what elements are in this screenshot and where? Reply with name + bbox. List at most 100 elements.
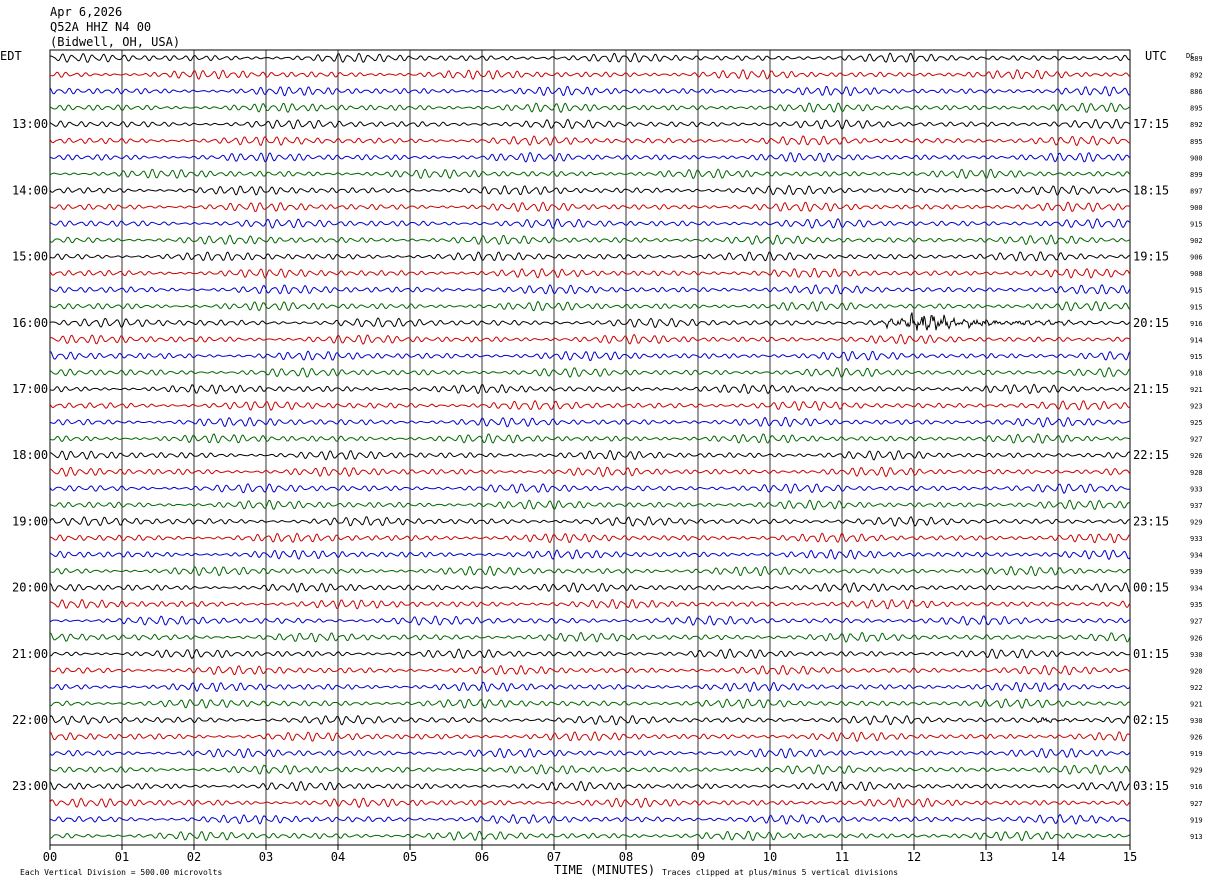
left-timezone-label: EDT	[0, 49, 22, 63]
trace-row	[49, 449, 1131, 461]
dc-value: 929	[1190, 518, 1203, 526]
dc-value: 895	[1190, 105, 1203, 113]
x-tick-label: 05	[403, 850, 417, 864]
right-hour-label: 22:15	[1133, 448, 1169, 462]
dc-value: 897	[1190, 187, 1203, 195]
trace-row	[49, 598, 1131, 610]
dc-value: 915	[1190, 221, 1203, 229]
dc-value: 916	[1190, 783, 1203, 791]
dc-value: 918	[1190, 369, 1203, 377]
dc-value: 926	[1190, 452, 1203, 460]
dc-value: 900	[1190, 204, 1203, 212]
dc-value: 933	[1190, 485, 1203, 493]
left-hour-label: 22:00	[12, 713, 48, 727]
trace-row	[49, 312, 1131, 331]
dc-value: 921	[1190, 700, 1203, 708]
trace-row	[49, 366, 1131, 378]
trace-row	[49, 515, 1131, 527]
trace-row	[49, 615, 1131, 626]
trace-row	[49, 483, 1131, 494]
trace-row	[49, 499, 1131, 511]
dc-value: 937	[1190, 502, 1203, 510]
trace-row	[49, 715, 1131, 726]
left-hour-label: 23:00	[12, 779, 48, 793]
trace-row	[49, 251, 1131, 262]
dc-value: 915	[1190, 287, 1203, 295]
dc-value: 926	[1190, 634, 1203, 642]
trace-row	[49, 85, 1131, 97]
header-station: Q52A HHZ N4 00	[50, 20, 152, 34]
trace-row	[49, 648, 1131, 660]
dc-value: 927	[1190, 436, 1203, 444]
x-tick-label: 12	[907, 850, 921, 864]
x-tick-label: 11	[835, 850, 849, 864]
left-hour-label: 18:00	[12, 448, 48, 462]
trace-row	[49, 582, 1131, 593]
dc-value: 935	[1190, 601, 1203, 609]
trace-row	[49, 764, 1131, 776]
dc-value: 914	[1190, 336, 1203, 344]
trace-row	[49, 664, 1131, 676]
trace-row	[49, 416, 1131, 428]
scale-note: Each Vertical Division = 500.00 microvol…	[20, 868, 222, 877]
trace-row	[49, 731, 1131, 743]
trace-row	[49, 681, 1131, 693]
dc-value: 892	[1190, 72, 1203, 80]
trace-row	[49, 350, 1131, 362]
dc-value: 933	[1190, 535, 1203, 543]
x-tick-label: 10	[763, 850, 777, 864]
trace-row	[49, 747, 1131, 759]
right-hour-label: 21:15	[1133, 382, 1169, 396]
left-hour-label: 19:00	[12, 514, 48, 528]
dc-value: 923	[1190, 403, 1203, 411]
dc-value: 929	[1190, 767, 1203, 775]
trace-row	[49, 565, 1131, 577]
header-date: Apr 6,2026	[50, 5, 123, 19]
left-hour-label: 17:00	[12, 382, 48, 396]
traces	[49, 52, 1131, 842]
left-hour-label: 20:00	[12, 581, 48, 595]
dc-value: 906	[1190, 254, 1203, 262]
x-tick-label: 06	[475, 850, 489, 864]
x-tick-label: 00	[43, 850, 57, 864]
trace-row	[49, 433, 1131, 444]
dc-value: 927	[1190, 618, 1203, 626]
dc-value: 899	[1190, 171, 1203, 179]
x-tick-label: 03	[259, 850, 273, 864]
x-tick-label: 14	[1051, 850, 1065, 864]
grid	[49, 49, 1131, 850]
trace-row	[49, 466, 1131, 478]
trace-row	[49, 218, 1131, 230]
dc-value: 926	[1190, 734, 1203, 742]
left-hour-label: 21:00	[12, 647, 48, 661]
dc-value: 916	[1190, 320, 1203, 328]
dc-value: 919	[1190, 750, 1203, 758]
trace-row	[49, 151, 1131, 163]
right-hour-label: 23:15	[1133, 514, 1169, 528]
dc-value: 925	[1190, 419, 1203, 427]
trace-row	[49, 631, 1131, 643]
right-timezone-label: UTC	[1145, 49, 1167, 63]
right-hour-label: 20:15	[1133, 316, 1169, 330]
axes: EDT UTC DC TIME (MINUTES) Each Vertical …	[0, 49, 1194, 877]
trace-row	[49, 234, 1131, 246]
dc-value: 934	[1190, 552, 1203, 560]
x-tick-label: 13	[979, 850, 993, 864]
trace-row	[49, 548, 1131, 561]
right-hour-label: 03:15	[1133, 779, 1169, 793]
dc-label: DC	[1186, 52, 1194, 60]
left-hour-label: 13:00	[12, 117, 48, 131]
x-axis-title: TIME (MINUTES)	[554, 863, 655, 877]
trace-row	[49, 52, 1131, 63]
trace-row	[49, 135, 1131, 147]
dc-value: 927	[1190, 800, 1203, 808]
trace-row	[49, 168, 1131, 180]
trace-row	[49, 201, 1131, 213]
dc-value: 915	[1190, 303, 1203, 311]
trace-row	[49, 813, 1131, 825]
trace-row	[49, 184, 1131, 196]
dc-value: 922	[1190, 684, 1203, 692]
trace-row	[49, 118, 1131, 130]
right-hour-label: 01:15	[1133, 647, 1169, 661]
